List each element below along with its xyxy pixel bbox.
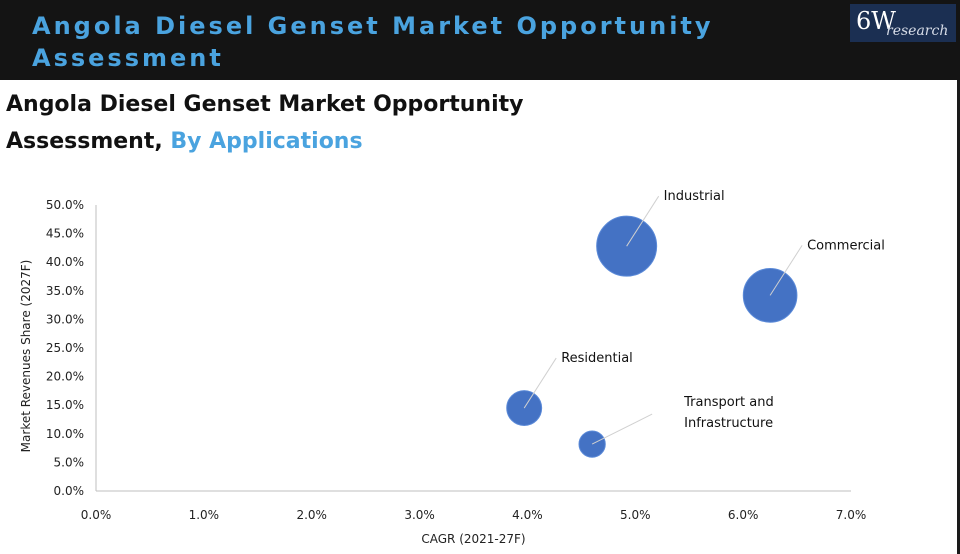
- y-tick-label: 35.0%: [46, 284, 84, 298]
- logo-mark: 6W: [856, 7, 896, 35]
- point-label: Transport and: [683, 395, 774, 410]
- chart-heading-accent: By Applications: [170, 129, 363, 154]
- chart-heading-main: Angola Diesel Genset Market Opportunity …: [6, 92, 524, 154]
- y-tick-label: 40.0%: [46, 255, 84, 269]
- x-tick-label: 2.0%: [296, 508, 327, 522]
- y-axis-title: Market Revenues Share (2027F): [19, 260, 33, 453]
- y-tick-label: 0.0%: [54, 484, 85, 498]
- leader-line: [769, 245, 803, 296]
- y-tick-label: 25.0%: [46, 341, 84, 355]
- logo-word: research: [886, 23, 949, 39]
- x-tick-label: 3.0%: [404, 508, 435, 522]
- x-tick-label: 1.0%: [189, 508, 220, 522]
- x-tick-label: 0.0%: [81, 508, 112, 522]
- leader-line: [591, 413, 653, 445]
- point-label: Commercial: [807, 238, 885, 253]
- x-tick-label: 4.0%: [512, 508, 543, 522]
- x-tick-label: 6.0%: [728, 508, 759, 522]
- x-tick-label: 5.0%: [620, 508, 651, 522]
- bubble-chart: 0.0% 1.0% 2.0% 3.0% 4.0% 5.0% 6.0% 7.0% 0.0% 5.0%…: [19, 189, 885, 546]
- x-axis-title: CAGR (2021-27F): [421, 532, 525, 546]
- title-banner: Angola Diesel Genset Market Opportunity …: [0, 0, 960, 80]
- bubble-point: [742, 268, 798, 323]
- bubble-point: [578, 430, 606, 458]
- y-tick-label: 45.0%: [46, 227, 84, 241]
- point-label: Infrastructure: [684, 416, 773, 431]
- chart-heading: Angola Diesel Genset Market Opportunity …: [6, 86, 626, 160]
- y-tick-label: 30.0%: [46, 312, 84, 326]
- banner-title: Angola Diesel Genset Market Opportunity …: [32, 12, 714, 72]
- y-tick-label: 5.0%: [54, 455, 85, 469]
- frame-border: [957, 80, 960, 554]
- y-tick-label: 50.0%: [46, 198, 84, 212]
- point-label: Residential: [561, 351, 633, 366]
- y-tick-label: 15.0%: [46, 398, 84, 412]
- y-tick-label: 20.0%: [46, 370, 84, 384]
- x-tick-label: 7.0%: [836, 508, 867, 522]
- point-label: Industrial: [664, 189, 725, 204]
- leader-line: [626, 195, 660, 247]
- company-logo: 6W research: [850, 4, 956, 42]
- y-tick-label: 10.0%: [46, 427, 84, 441]
- leader-line: [523, 357, 557, 409]
